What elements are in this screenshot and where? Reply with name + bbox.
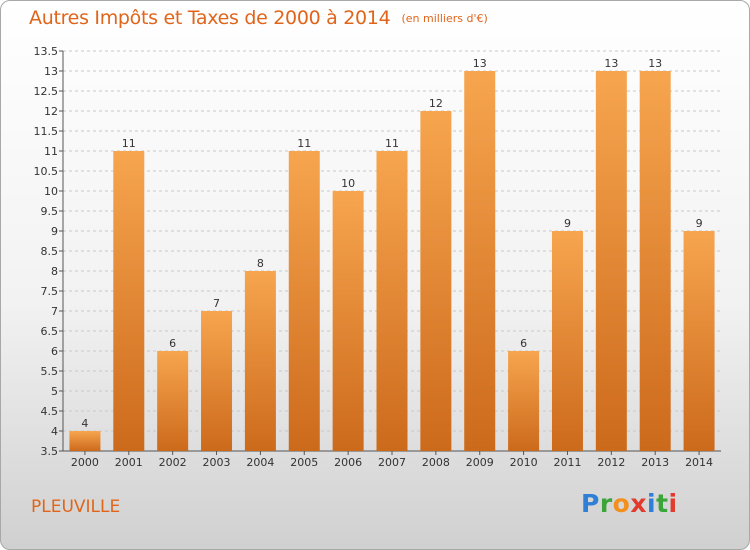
x-tick-label: 2002: [159, 456, 187, 469]
bar: [157, 351, 189, 451]
bar: [376, 151, 408, 451]
data-label: 11: [385, 137, 399, 150]
bar: [201, 311, 233, 451]
data-labels: 4 11 6 7 8 11 10 11 12 13 6 9 13 13 9: [81, 57, 702, 430]
axes: 3.5 4 4.5 5 5.5 6 6.5 7 7.5 8 8.5 9 9.5 10 10.5 11 11.5 1…: [34, 45, 721, 469]
x-tick-label: 2013: [641, 456, 669, 469]
y-tick-label: 10.5: [34, 165, 59, 178]
bar: [332, 191, 364, 451]
x-tick-label: 2005: [290, 456, 318, 469]
bar: [595, 71, 627, 451]
y-tick-label: 13.5: [34, 45, 59, 58]
chart-title: Autres Impôts et Taxes de 2000 à 2014: [29, 7, 391, 29]
x-tick-label: 2010: [510, 456, 538, 469]
y-tick-label: 11: [44, 145, 58, 158]
y-tick-label: 9.5: [41, 205, 59, 218]
commune-name: PLEUVILLE: [31, 497, 121, 517]
x-tick-label: 2012: [597, 456, 625, 469]
bar: [288, 151, 320, 451]
bar: [508, 351, 540, 451]
y-tick-label: 3.5: [41, 445, 59, 458]
bar: [420, 111, 452, 451]
x-tick-label: 2000: [71, 456, 99, 469]
x-tick-label: 2008: [422, 456, 450, 469]
proxiti-logo: Proxiti: [581, 489, 678, 518]
y-tick-label: 10: [44, 185, 58, 198]
y-tick-label: 9: [51, 225, 58, 238]
x-tick-label: 2004: [246, 456, 274, 469]
y-tick-label: 12: [44, 105, 58, 118]
bar: [69, 431, 101, 451]
y-tick-label: 12.5: [34, 85, 59, 98]
data-label: 6: [520, 337, 527, 350]
x-tick-label: 2011: [553, 456, 581, 469]
x-tick-label: 2009: [466, 456, 494, 469]
x-tick-label: 2014: [685, 456, 713, 469]
y-tick-label: 5.5: [41, 365, 59, 378]
data-label: 6: [169, 337, 176, 350]
bar: [683, 231, 715, 451]
data-label: 12: [429, 97, 443, 110]
bar: [551, 231, 583, 451]
data-label: 9: [696, 217, 703, 230]
y-tick-label: 6: [51, 345, 58, 358]
bar: [113, 151, 145, 451]
y-tick-label: 6.5: [41, 325, 59, 338]
y-tick-label: 7.5: [41, 285, 59, 298]
y-tick-label: 11.5: [34, 125, 59, 138]
y-tick-label: 8: [51, 265, 58, 278]
bar: [244, 271, 276, 451]
x-tick-label: 2003: [203, 456, 231, 469]
chart-title-block: Autres Impôts et Taxes de 2000 à 2014 (e…: [29, 7, 488, 29]
x-tick-label: 2001: [115, 456, 143, 469]
data-label: 11: [297, 137, 311, 150]
y-tick-label: 13: [44, 65, 58, 78]
data-label: 13: [648, 57, 662, 70]
data-label: 13: [473, 57, 487, 70]
bar: [639, 71, 671, 451]
bar: [464, 71, 496, 451]
y-tick-label: 7: [51, 305, 58, 318]
data-label: 13: [604, 57, 618, 70]
y-tick-label: 4: [51, 425, 58, 438]
data-label: 8: [257, 257, 264, 270]
y-tick-label: 8.5: [41, 245, 59, 258]
x-tick-label: 2006: [334, 456, 362, 469]
data-label: 9: [564, 217, 571, 230]
y-tick-label: 4.5: [41, 405, 59, 418]
data-label: 10: [341, 177, 355, 190]
bars: [69, 71, 715, 451]
data-label: 11: [122, 137, 136, 150]
chart-subtitle: (en milliers d'€): [401, 12, 488, 25]
y-tick-label: 5: [51, 385, 58, 398]
x-tick-label: 2007: [378, 456, 406, 469]
data-label: 7: [213, 297, 220, 310]
data-label: 4: [81, 417, 88, 430]
